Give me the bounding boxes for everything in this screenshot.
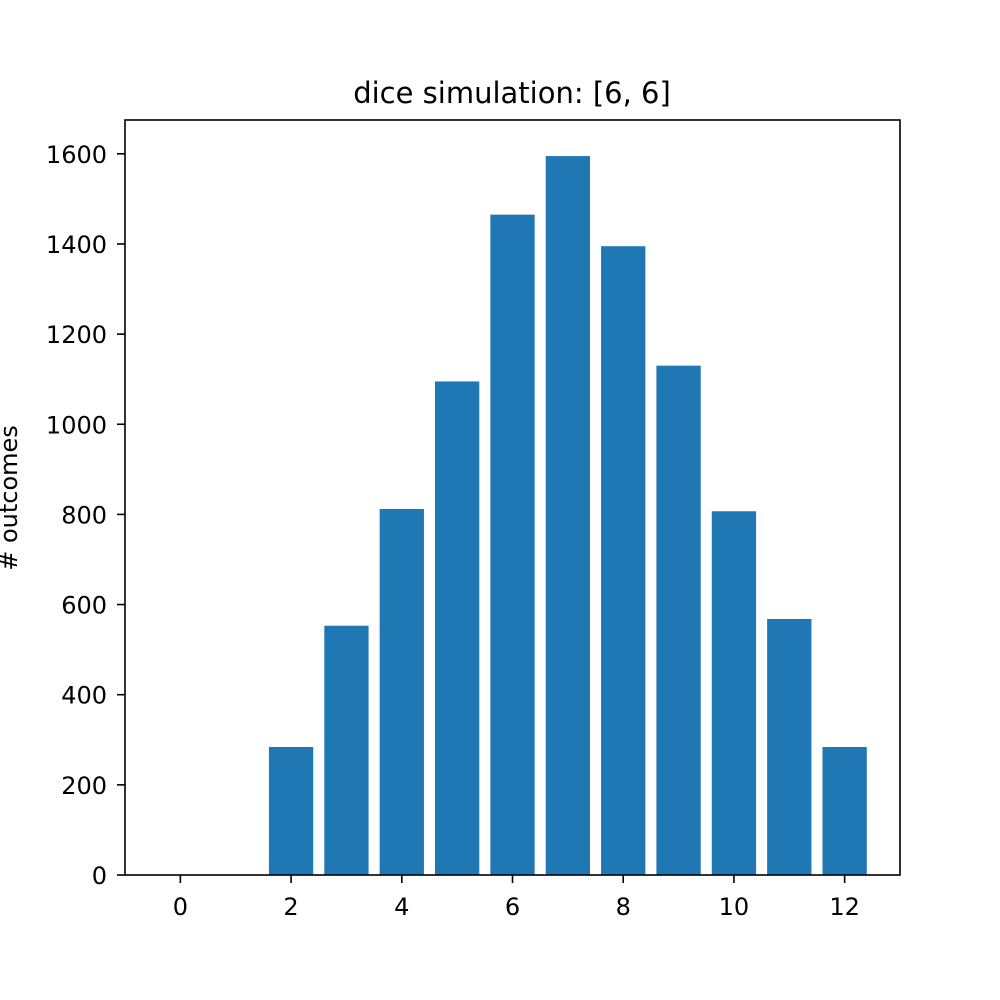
bar-11	[767, 618, 812, 875]
y-tick-label: 800	[61, 501, 107, 529]
y-axis-label: # outcomes	[0, 425, 23, 571]
y-tick-label: 1600	[46, 141, 107, 169]
bar-9	[656, 365, 701, 875]
x-axis-ticks: 0 2 4 6 8 10 12	[173, 875, 860, 921]
bar-4	[379, 508, 424, 875]
bar-10	[711, 511, 757, 875]
x-tick-label: 10	[719, 893, 750, 921]
y-tick-label: 0	[92, 862, 107, 890]
bar-5	[435, 381, 480, 875]
x-tick-label: 0	[173, 893, 188, 921]
bar-6	[490, 214, 535, 875]
bar-8	[601, 246, 646, 875]
bar-2	[268, 746, 314, 875]
plot-frame	[124, 119, 901, 876]
y-tick-label: 400	[61, 682, 107, 710]
x-tick-label: 2	[283, 893, 298, 921]
bars-group	[268, 156, 867, 876]
chart-title: dice simulation: [6, 6]	[353, 76, 671, 110]
y-tick-label: 1400	[46, 231, 107, 259]
x-tick-label: 8	[616, 893, 631, 921]
y-axis-ticks: 0 200 400 600 800 1000 1200 1400 1600	[46, 141, 125, 890]
x-tick-label: 6	[505, 893, 520, 921]
y-tick-label: 600	[61, 592, 107, 620]
bar-7	[545, 156, 590, 876]
bar-3	[324, 625, 369, 875]
x-tick-label: 4	[394, 893, 409, 921]
x-tick-label: 12	[829, 893, 860, 921]
bar-12	[822, 746, 867, 875]
y-tick-label: 1200	[46, 321, 107, 349]
y-tick-label: 200	[61, 772, 107, 800]
y-tick-label: 1000	[46, 411, 107, 439]
